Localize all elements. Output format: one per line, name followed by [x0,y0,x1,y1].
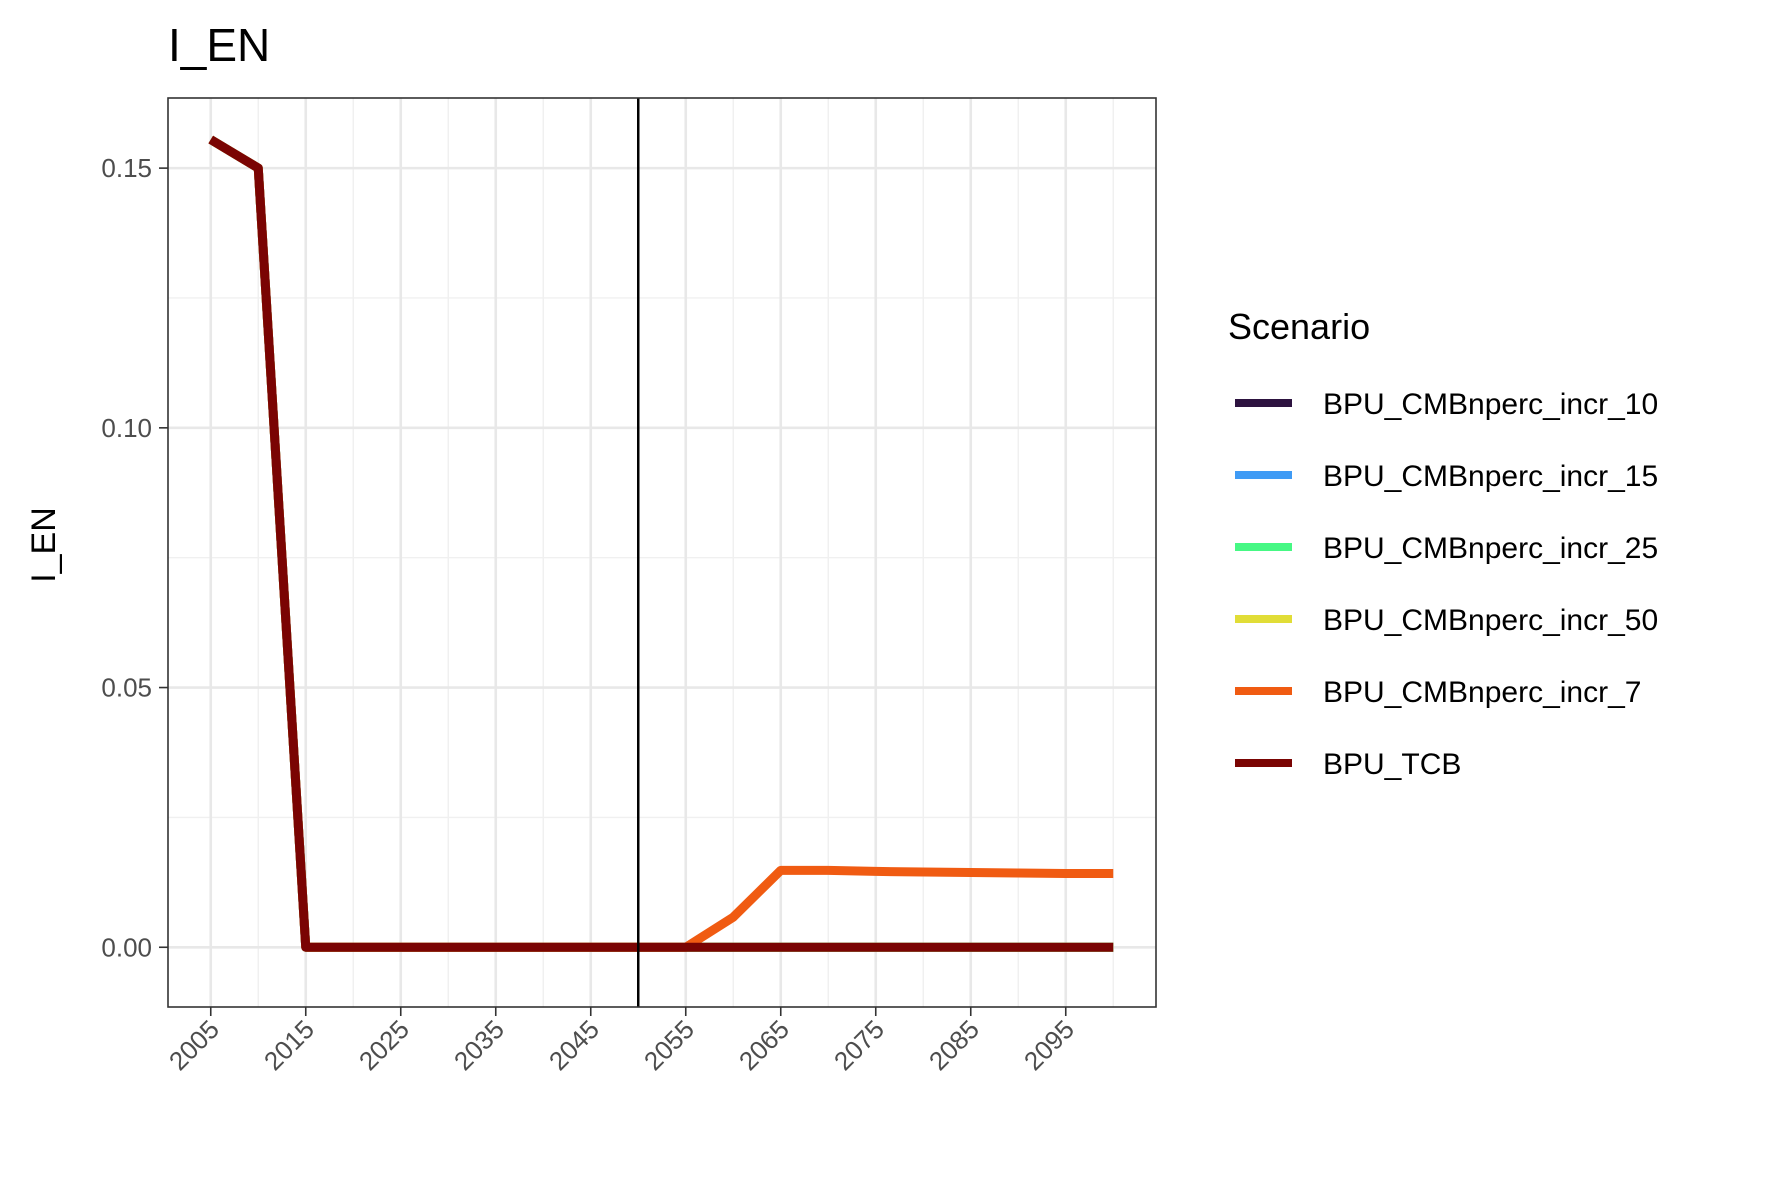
legend-title: Scenario [1228,306,1370,347]
series-layer [208,135,1114,952]
y-tick-label: 0.10 [101,413,152,443]
series-line-BPU_TCB [208,135,1114,952]
y-tick-label: 0.00 [101,932,152,962]
legend-label-BPU_CMBnperc_incr_50: BPU_CMBnperc_incr_50 [1323,604,1658,637]
y-tick-label: 0.05 [101,673,152,703]
y-axis: 0.00 0.05 0.10 0.15 [101,153,168,962]
y-axis-label: I_EN [25,507,63,583]
y-tick-label: 0.15 [101,153,152,183]
panel-border [167,97,1157,1008]
grid-major [168,98,1156,1007]
legend-label-BPU_CMBnperc_incr_10: BPU_CMBnperc_incr_10 [1323,388,1658,421]
legend-label-BPU_CMBnperc_incr_7: BPU_CMBnperc_incr_7 [1323,676,1641,709]
legend: Scenario BPU_CMBnperc_incr_10 BPU_CMBnper… [1228,306,1658,781]
chart-title: I_EN [168,19,270,71]
legend-label-BPU_CMBnperc_incr_15: BPU_CMBnperc_incr_15 [1323,460,1658,493]
legend-label-BPU_CMBnperc_incr_25: BPU_CMBnperc_incr_25 [1323,532,1658,565]
legend-label-BPU_TCB: BPU_TCB [1323,748,1461,781]
